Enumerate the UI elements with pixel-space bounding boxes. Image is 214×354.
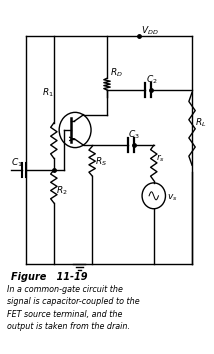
Text: $R_1$: $R_1$ [42,87,54,99]
Text: $C_3$: $C_3$ [128,129,140,141]
Text: output is taken from the drain.: output is taken from the drain. [7,322,130,331]
Text: FET source terminal, and the: FET source terminal, and the [7,310,122,319]
Text: $V_{DD}$: $V_{DD}$ [141,25,159,37]
Text: $C_2$: $C_2$ [146,74,158,86]
Text: $R_S$: $R_S$ [95,155,107,167]
Text: $R_2$: $R_2$ [56,184,68,197]
Text: $v_s$: $v_s$ [167,192,177,203]
Text: $C_1$: $C_1$ [11,157,23,169]
Text: $R_L$: $R_L$ [195,116,206,129]
Text: $R_D$: $R_D$ [110,67,122,79]
Text: Figure   11-19: Figure 11-19 [11,273,88,282]
Text: In a common-gate circuit the: In a common-gate circuit the [7,285,123,294]
Text: signal is capacitor-coupled to the: signal is capacitor-coupled to the [7,297,140,307]
Text: $r_s$: $r_s$ [156,153,165,164]
